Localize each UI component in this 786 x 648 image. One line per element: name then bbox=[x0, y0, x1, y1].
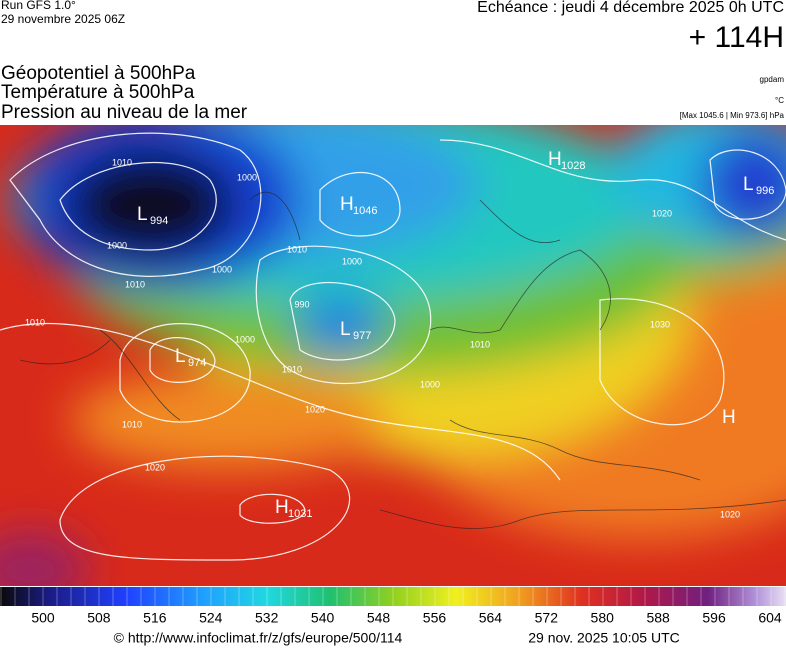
unit: gpdam bbox=[760, 75, 785, 84]
footer-source: © http://www.infoclimat.fr/z/gfs/europe/… bbox=[114, 630, 403, 646]
center-letter: L bbox=[175, 346, 186, 367]
isobar-label: 1020 bbox=[145, 462, 165, 472]
isobar-label: 990 bbox=[294, 299, 309, 309]
center-value: 996 bbox=[756, 185, 774, 197]
isobar-label: 1000 bbox=[212, 264, 232, 274]
isobar-label: 1000 bbox=[235, 334, 255, 344]
isobar-label: 1000 bbox=[342, 256, 362, 266]
pressure-center: L 996 bbox=[743, 174, 774, 197]
colorbar-tick-label: 548 bbox=[367, 610, 391, 626]
isobar-label: 1010 bbox=[470, 339, 490, 349]
center-letter: H bbox=[548, 149, 562, 170]
pressure-center: H 1028 bbox=[548, 149, 585, 172]
center-value: 1031 bbox=[288, 508, 312, 520]
colorbar-tick-label: 508 bbox=[87, 610, 111, 626]
colorbar-tick-label: 532 bbox=[255, 610, 279, 626]
colorbar-tick-label: 588 bbox=[646, 610, 670, 626]
colorbar-tick-label: 556 bbox=[423, 610, 447, 626]
colorbar-tick-label: 580 bbox=[591, 610, 615, 626]
pressure-center: H 1031 bbox=[275, 497, 312, 520]
colorbar-tick-label: 540 bbox=[311, 610, 335, 626]
echeance: Echéance : jeudi 4 décembre 2025 0h UTC bbox=[477, 0, 784, 16]
colorbar-tick-label: 572 bbox=[535, 610, 559, 626]
isobar-label: 1010 bbox=[25, 317, 45, 327]
center-letter: H bbox=[722, 407, 736, 428]
center-value: 1046 bbox=[353, 205, 377, 217]
colorbar-tick-label: 500 bbox=[31, 610, 55, 626]
isobar-label: 1010 bbox=[282, 364, 302, 374]
center-value: 977 bbox=[353, 330, 371, 342]
title: Température à 500hPa bbox=[1, 82, 195, 103]
colorbar-tick-label: 516 bbox=[143, 610, 167, 626]
colorbar-tick-label: 604 bbox=[758, 610, 782, 626]
colorbar-tick-label: 596 bbox=[702, 610, 726, 626]
colorbar-tick-label: 524 bbox=[199, 610, 223, 626]
isobar-label: 1010 bbox=[287, 244, 307, 254]
center-letter: L bbox=[137, 204, 148, 225]
colorbar-tick-label: 564 bbox=[479, 610, 503, 626]
run-label: Run GFS 1.0° bbox=[1, 0, 76, 12]
isobar-label: 1010 bbox=[122, 419, 142, 429]
isobar-label: 1010 bbox=[125, 279, 145, 289]
unit: [Max 1045.6 | Min 973.6] hPa bbox=[680, 111, 785, 120]
pressure-center: H 1046 bbox=[340, 194, 377, 217]
isobar-label: 1020 bbox=[652, 208, 672, 218]
title: Pression au niveau de la mer bbox=[1, 102, 248, 123]
run-date: 29 novembre 2025 06Z bbox=[1, 12, 125, 26]
isobar-label: 1020 bbox=[305, 404, 325, 414]
pressure-center: L 994 bbox=[137, 204, 168, 227]
isobar-label: 1010 bbox=[112, 157, 132, 167]
unit: °C bbox=[775, 96, 784, 105]
center-letter: L bbox=[743, 174, 754, 195]
footer-date: 29 nov. 2025 10:05 UTC bbox=[528, 630, 680, 646]
colorbar-cells bbox=[0, 587, 786, 606]
center-letter: L bbox=[340, 319, 351, 340]
isobar-label: 1000 bbox=[420, 379, 440, 389]
center-letter: H bbox=[275, 497, 289, 518]
isobar-label: 1020 bbox=[720, 509, 740, 519]
lead-time: + 114H bbox=[689, 21, 784, 54]
title: Géopotentiel à 500hPa bbox=[1, 63, 196, 84]
pressure-center: L 974 bbox=[175, 346, 206, 369]
center-value: 994 bbox=[150, 215, 168, 227]
isobar-label: 1000 bbox=[107, 240, 127, 250]
pressure-center: L 977 bbox=[340, 319, 371, 342]
center-letter: H bbox=[340, 194, 354, 215]
isobar-label: 1000 bbox=[237, 172, 257, 182]
pressure-center: H bbox=[722, 407, 736, 428]
isobar-label: 1030 bbox=[650, 319, 670, 329]
center-value: 974 bbox=[188, 357, 206, 369]
center-value: 1028 bbox=[561, 160, 585, 172]
